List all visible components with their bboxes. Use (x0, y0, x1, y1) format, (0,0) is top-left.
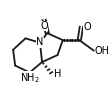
Text: O: O (83, 22, 91, 32)
Text: N: N (36, 37, 44, 47)
Text: NH$_2$: NH$_2$ (20, 71, 40, 85)
Text: OH: OH (95, 46, 110, 56)
Text: O: O (40, 21, 48, 31)
Text: H: H (54, 69, 62, 79)
